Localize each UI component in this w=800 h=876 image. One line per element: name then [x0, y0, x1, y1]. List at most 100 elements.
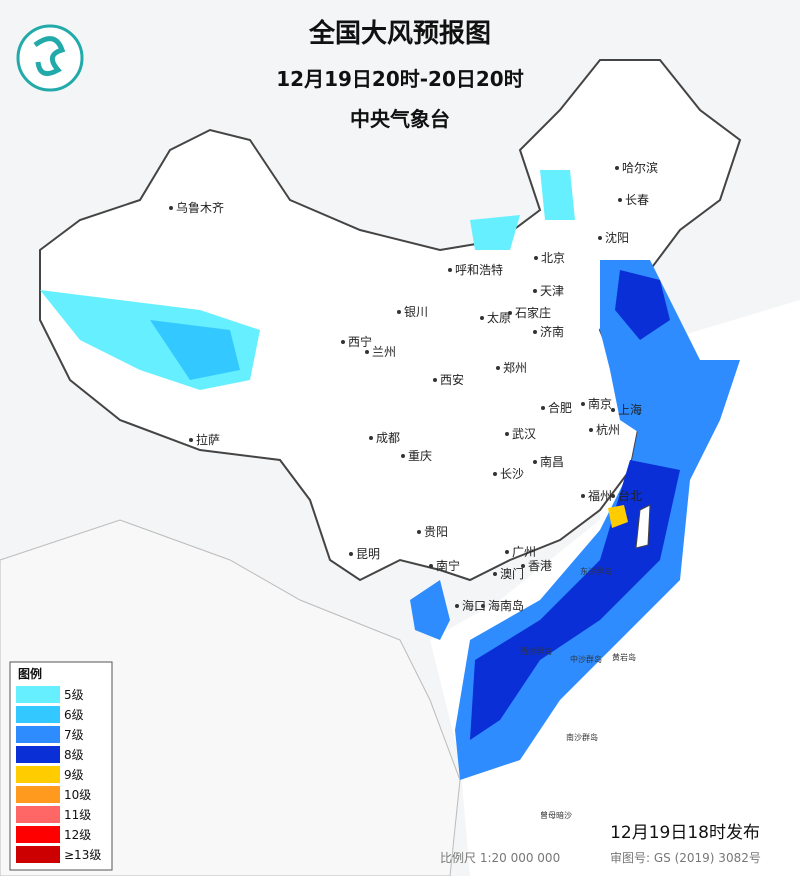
city-label: 南昌: [540, 454, 564, 469]
city-label: 石家庄: [515, 305, 551, 320]
logo-mark: [33, 36, 66, 77]
island-label: 东沙群岛: [580, 566, 612, 576]
city-label: 重庆: [408, 449, 432, 463]
wind-zone-5: [540, 170, 575, 220]
legend-label: 5级: [64, 688, 84, 702]
legend-label: 7级: [64, 728, 84, 742]
island-label: 中沙群岛: [570, 654, 602, 664]
city-label: 太原: [487, 310, 511, 325]
city-dot: [618, 198, 622, 202]
city-label: 合肥: [548, 400, 572, 415]
city-dot: [448, 268, 452, 272]
city-label: 郑州: [503, 360, 527, 375]
wind-zone-9: [608, 505, 628, 528]
city-dot: [615, 166, 619, 170]
city-dot: [429, 564, 433, 568]
city-label: 北京: [541, 251, 565, 265]
city-dot: [496, 366, 500, 370]
title: 全国大风预报图: [308, 18, 491, 49]
legend-label: 8级: [64, 748, 84, 762]
neighbour-land: [0, 519, 461, 876]
city-dot: [533, 289, 537, 293]
approval-number: 审图号: GS (2019) 3082号: [610, 850, 761, 865]
city-dot: [493, 572, 497, 576]
city-dot: [581, 494, 585, 498]
city-dot: [611, 408, 615, 412]
legend-swatch: [16, 826, 60, 843]
city-label: 沈阳: [605, 230, 629, 245]
issued-time: 12月19日18时发布: [610, 823, 760, 843]
city-dot: [521, 564, 525, 568]
city-label: 哈尔滨: [622, 160, 658, 175]
city-dot: [533, 330, 537, 334]
city-label: 杭州: [596, 422, 620, 437]
legend-swatch: [16, 686, 60, 703]
city-label: 乌鲁木齐: [176, 200, 224, 215]
legend-swatch: [16, 786, 60, 803]
city-dot: [480, 316, 484, 320]
legend-label: 10级: [64, 788, 91, 802]
city-label: 澳门: [500, 566, 524, 581]
legend-title: 图例: [18, 666, 42, 681]
island-label: 黄岩岛: [612, 652, 636, 662]
city-label: 西宁: [348, 334, 372, 349]
city-dot: [505, 432, 509, 436]
city-label: 银川: [404, 305, 428, 319]
city-label: 天津: [540, 284, 564, 298]
taiwan: [635, 504, 651, 549]
city-label: 海南岛: [488, 598, 524, 613]
legend-label: 6级: [64, 708, 84, 722]
city-dot: [505, 550, 509, 554]
city-label: 贵阳: [424, 525, 448, 539]
wind-zone-7: [410, 580, 450, 640]
legend-items: 5级 6级 7级 8级 9级 10级 11级 12级 ≥13级: [16, 686, 101, 863]
wind-zone-5: [470, 215, 520, 250]
city-label: 济南: [540, 324, 564, 339]
city-label: 呼和浩特: [455, 262, 503, 277]
city-label: 广州: [512, 545, 536, 559]
legend-swatch: [16, 846, 60, 863]
city-label: 香港: [528, 559, 552, 573]
city-dot: [369, 436, 373, 440]
city-dot: [508, 311, 512, 315]
city-dot: [481, 604, 485, 608]
city-dot: [455, 604, 459, 608]
city-dot: [433, 378, 437, 382]
city-label: 长沙: [500, 467, 524, 481]
city-dot: [611, 494, 615, 498]
wind-zone-8: [615, 270, 670, 340]
legend-label: 11级: [64, 808, 91, 822]
legend-swatch: [16, 806, 60, 823]
legend-swatch: [16, 706, 60, 723]
city-dot: [189, 438, 193, 442]
legend-swatch: [16, 746, 60, 763]
city-label: 兰州: [372, 345, 396, 359]
city-label: 南宁: [436, 558, 460, 573]
city-dot: [541, 406, 545, 410]
city-dot: [365, 350, 369, 354]
city-label: 福州: [588, 488, 612, 503]
city-label: 台北: [618, 488, 642, 503]
city-dot: [493, 472, 497, 476]
city-dot: [349, 552, 353, 556]
city-dot: [589, 428, 593, 432]
city-label: 上海: [618, 402, 642, 417]
city-dot: [341, 340, 345, 344]
city-label: 海口: [462, 598, 486, 613]
island-label: 曾母暗沙: [540, 810, 572, 820]
city-label: 南京: [588, 396, 612, 411]
period: 12月19日20时-20日20时: [276, 67, 523, 91]
city-label: 长春: [625, 193, 649, 207]
legend-swatch: [16, 726, 60, 743]
issuer: 中央气象台: [350, 107, 450, 131]
legend-swatch: [16, 766, 60, 783]
legend-label: 9级: [64, 768, 84, 782]
city-label: 拉萨: [196, 432, 220, 447]
wind-zone-8: [470, 460, 680, 740]
city-dot: [417, 530, 421, 534]
legend-label: 12级: [64, 828, 91, 842]
island-label: 南沙群岛: [566, 732, 598, 742]
